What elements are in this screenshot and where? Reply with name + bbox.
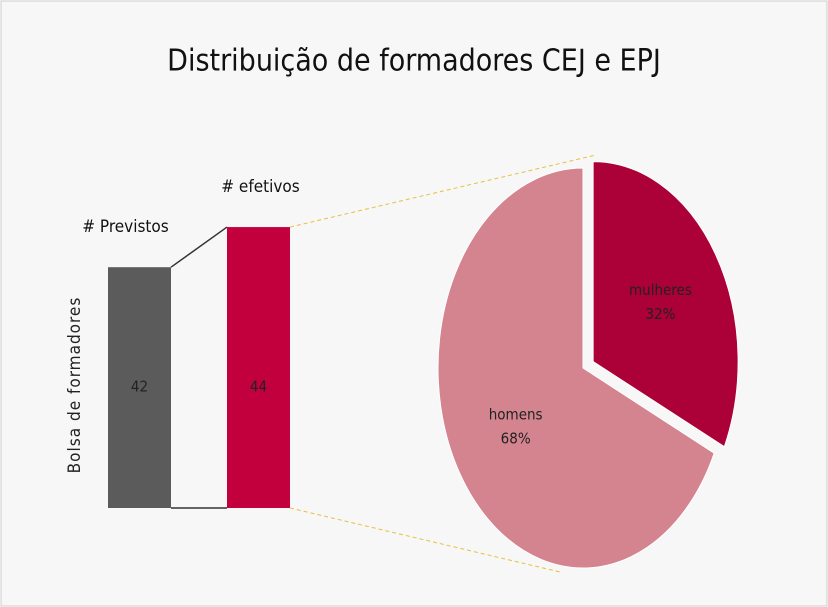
pie-slice [592,161,739,448]
bar [108,267,171,508]
y-axis-label: Bolsa de formadores [65,297,85,474]
slice-value-label: 68% [501,429,531,447]
slice-label: mulheres [629,281,692,299]
slice-value-label: 32% [645,305,675,323]
bar [227,227,290,509]
zoom-line [289,154,597,228]
connector [170,226,228,268]
bar-value-label: 42 [131,378,148,396]
chart-title: Distribuição de formadores CEJ e EPJ [167,44,661,79]
category-label: # efetivos [221,177,300,197]
slice-label: homens [489,405,543,423]
category-label: # Previstos [82,217,169,237]
zoom-line [289,507,561,573]
bar-value-label: 44 [250,378,267,396]
pie-slice [437,167,715,569]
